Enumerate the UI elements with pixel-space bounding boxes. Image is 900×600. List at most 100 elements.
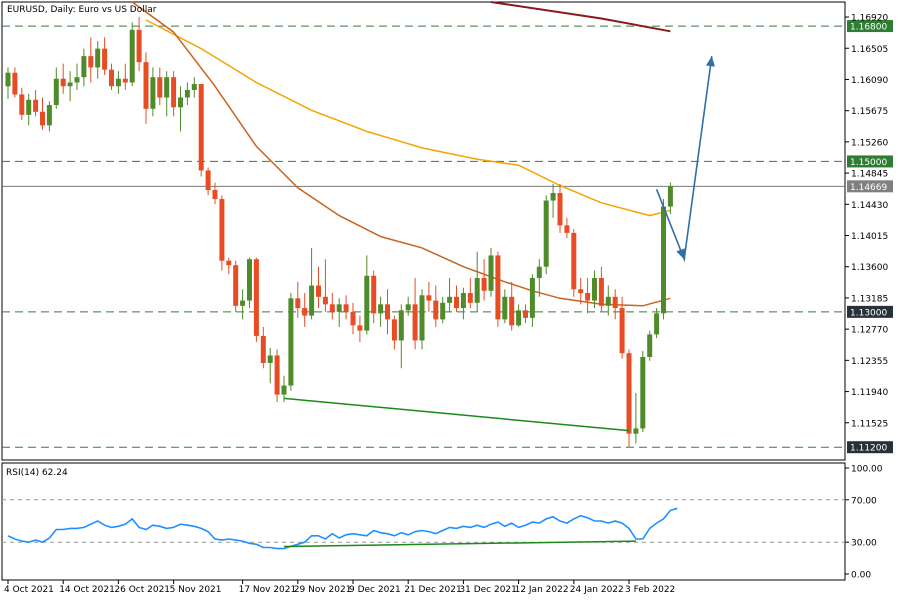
axes: 1.16800 1.15000 1.14669 1.13000 1.11200 1.169… bbox=[4, 14, 893, 595]
candle-body bbox=[198, 83, 204, 171]
candle-body bbox=[322, 296, 328, 305]
candle-body bbox=[102, 48, 108, 70]
candle-body bbox=[343, 304, 349, 312]
date-tick-label: 3 Feb 2022 bbox=[625, 585, 675, 595]
price-tick-label: 1.14430 bbox=[851, 201, 888, 211]
candle-body bbox=[564, 225, 570, 233]
candle-body bbox=[219, 199, 225, 261]
rsi-divergence-line bbox=[283, 540, 636, 548]
candle-body bbox=[336, 304, 342, 312]
candle-body bbox=[598, 278, 604, 306]
candle-body bbox=[647, 334, 653, 357]
rsi-tick-label: 100.00 bbox=[851, 465, 883, 475]
candle-body bbox=[26, 99, 32, 115]
candle-body bbox=[467, 293, 473, 303]
candle-body bbox=[454, 296, 459, 309]
candle-body bbox=[253, 259, 259, 336]
date-tick-label: 9 Dec 2021 bbox=[349, 585, 401, 595]
candle-body bbox=[502, 296, 508, 320]
candle-body bbox=[274, 355, 280, 395]
price-tick-label: 1.13600 bbox=[851, 263, 888, 273]
price-level-badge bbox=[847, 180, 893, 193]
candle-body bbox=[398, 310, 404, 341]
candle-body bbox=[605, 296, 611, 306]
candle-body bbox=[67, 82, 73, 87]
candle-body bbox=[184, 89, 190, 98]
candle-body bbox=[460, 293, 466, 309]
candle-body bbox=[378, 304, 384, 314]
price-level-badge bbox=[847, 441, 893, 454]
candle-body bbox=[509, 296, 515, 326]
date-tick-label: 21 Dec 2021 bbox=[404, 585, 462, 595]
candle-body bbox=[109, 69, 114, 87]
rsi-indicator-label: RSI(14) 62.24 bbox=[6, 468, 68, 478]
candle-body bbox=[585, 293, 591, 301]
date-tick-label: 17 Nov 2021 bbox=[239, 585, 297, 595]
candle-body bbox=[550, 193, 556, 201]
candle-body bbox=[440, 302, 446, 320]
candle-body bbox=[12, 72, 18, 95]
rsi-tick-label: 30.00 bbox=[851, 539, 877, 549]
candle-body bbox=[474, 278, 480, 303]
rsi-panel-border bbox=[1, 462, 846, 581]
candle-body bbox=[419, 295, 425, 341]
candle-body bbox=[357, 325, 363, 331]
candle-body bbox=[115, 78, 121, 87]
date-tick-label: 31 Dec 2021 bbox=[459, 585, 517, 595]
date-tick-label: 26 Oct 2021 bbox=[114, 585, 170, 595]
price-level-label: 1.16800 bbox=[850, 23, 887, 33]
candle-body bbox=[633, 428, 639, 434]
rsi-tick-label: 70.00 bbox=[851, 496, 877, 506]
candle-body bbox=[516, 310, 522, 326]
candle-body bbox=[157, 77, 163, 98]
date-tick-label: 12 Jan 2022 bbox=[515, 585, 569, 595]
candle-body bbox=[143, 62, 149, 109]
candle-body bbox=[81, 56, 87, 78]
candle-body bbox=[33, 99, 39, 112]
candle-body bbox=[136, 29, 142, 63]
candle-body bbox=[46, 105, 52, 126]
candle-body bbox=[60, 78, 66, 87]
price-level-badge bbox=[847, 305, 893, 318]
candle-body bbox=[661, 206, 666, 314]
candle-body bbox=[247, 259, 252, 301]
candle-body bbox=[385, 304, 390, 320]
candle-body bbox=[626, 353, 632, 434]
candle-body bbox=[212, 190, 218, 200]
candle-body bbox=[267, 355, 273, 363]
candle-body bbox=[191, 83, 197, 90]
price-level-label: 1.13000 bbox=[850, 308, 887, 318]
support-trendline bbox=[283, 397, 630, 432]
candle-body bbox=[53, 78, 59, 106]
date-tick-label: 4 Oct 2021 bbox=[4, 585, 54, 595]
candle-body bbox=[536, 266, 542, 279]
candle-body bbox=[557, 193, 563, 226]
candle-body bbox=[5, 72, 11, 87]
price-tick-label: 1.16090 bbox=[851, 76, 888, 86]
chart-title: EURUSD, Daily: Euro vs US Dollar bbox=[7, 5, 157, 15]
candle-body bbox=[233, 265, 239, 306]
candle-body bbox=[481, 278, 487, 291]
candle-body bbox=[150, 77, 156, 109]
price-tick-label: 1.15260 bbox=[851, 138, 888, 148]
price-level-badge bbox=[847, 20, 893, 33]
rsi-tick-label: 0.00 bbox=[851, 571, 871, 581]
date-tick-label: 24 Jan 2022 bbox=[570, 585, 624, 595]
price-level-label: 1.11200 bbox=[850, 444, 887, 454]
rsi-line bbox=[7, 507, 678, 550]
candle-body bbox=[74, 77, 80, 83]
price-level-badge bbox=[847, 155, 893, 168]
candle-body bbox=[640, 356, 646, 429]
candle-body bbox=[40, 111, 45, 126]
price-panel-border bbox=[1, 1, 846, 461]
candle-body bbox=[129, 29, 135, 83]
price-tick-label: 1.15675 bbox=[851, 107, 888, 117]
price-tick-label: 1.14015 bbox=[851, 232, 888, 242]
rsi-panel bbox=[1, 462, 846, 581]
candle-body bbox=[619, 308, 625, 354]
candle-body bbox=[122, 78, 128, 83]
candle-body bbox=[288, 298, 294, 386]
date-tick-label: 5 Nov 2021 bbox=[170, 585, 222, 595]
price-tick-label: 1.16505 bbox=[851, 45, 888, 55]
